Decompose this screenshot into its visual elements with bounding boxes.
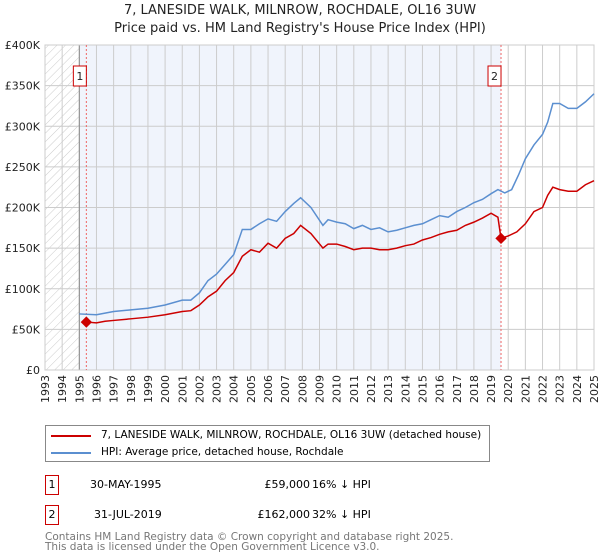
legend-blue-label: HPI: Average price, detached house, Roch…	[101, 446, 344, 458]
x-tick-label: 2007	[279, 375, 292, 403]
x-tick-label: 2022	[537, 375, 550, 403]
x-tick-label: 2004	[228, 375, 241, 403]
y-tick-label: £150K	[5, 242, 41, 255]
x-tick-label: 2016	[434, 375, 447, 403]
sale-2-label-box	[487, 65, 502, 87]
x-tick-label: 2023	[554, 375, 567, 403]
y-tick-label: £400K	[5, 39, 41, 52]
x-tick-label: 2013	[382, 375, 395, 403]
y-tick-label: £50K	[12, 323, 41, 336]
legend-red-swatch	[51, 435, 91, 437]
x-tick-label: 2019	[485, 375, 498, 403]
y-tick-label: £200K	[5, 202, 41, 215]
sale-row-2: 2 31-JUL-2019 £162,000 32% ↓ HPI	[45, 505, 545, 527]
price-paid-line	[86, 180, 595, 324]
sale-price: £59,000	[264, 478, 311, 491]
x-tick-label: 2009	[314, 375, 327, 403]
sale-date: 31-JUL-2019	[94, 508, 162, 521]
x-tick-label: 2018	[468, 375, 481, 403]
x-tick-label: 2021	[519, 375, 532, 403]
x-tick-label: 2017	[451, 375, 464, 403]
footer-line-1: Contains HM Land Registry data © Crown c…	[45, 531, 454, 543]
x-tick-label: 1995	[73, 375, 86, 403]
x-tick-label: 1996	[90, 375, 103, 403]
x-tick-label: 1998	[125, 375, 138, 403]
hpi-line	[79, 93, 595, 316]
x-tick-label: 2001	[176, 375, 189, 403]
sale-row-1: 1 30-MAY-1995 £59,000 16% ↓ HPI	[45, 475, 545, 497]
x-tick-label: 2015	[416, 375, 429, 403]
x-tick-label: 1994	[56, 375, 69, 403]
x-tick-label: 2006	[262, 375, 275, 403]
sale-2-marker	[495, 232, 507, 245]
sale-delta: 32% ↓ HPI	[312, 508, 371, 521]
x-tick-label: 2025	[588, 375, 600, 403]
legend-red-label: 7, LANESIDE WALK, MILNROW, ROCHDALE, OL1…	[101, 429, 482, 441]
x-tick-label: 2005	[245, 375, 258, 403]
sale-2-label: 2	[491, 70, 498, 83]
footer-line-2: This data is licensed under the Open Gov…	[45, 541, 380, 553]
sale-delta: 16% ↓ HPI	[312, 478, 371, 491]
x-tick-label: 2014	[399, 375, 412, 403]
sale-marker-box: 1	[45, 475, 59, 495]
y-tick-label: £300K	[5, 120, 41, 133]
sale-date: 30-MAY-1995	[90, 478, 162, 491]
plot-border	[44, 44, 595, 371]
chart-title: 7, LANESIDE WALK, MILNROW, ROCHDALE, OL1…	[123, 3, 477, 18]
x-tick-label: 2008	[296, 375, 309, 403]
y-tick-label: £100K	[5, 283, 41, 296]
x-tick-label: 1993	[39, 375, 52, 403]
y-tick-label: £0	[26, 364, 40, 377]
x-tick-label: 2000	[159, 375, 172, 403]
x-tick-label: 2003	[211, 375, 224, 403]
legend-blue-swatch	[51, 452, 91, 454]
y-tick-label: £250K	[5, 161, 41, 174]
chart-subtitle: Price paid vs. HM Land Registry's House …	[114, 21, 486, 36]
x-tick-label: 2012	[365, 375, 378, 403]
sale-1-label: 1	[76, 70, 83, 83]
legend: 7, LANESIDE WALK, MILNROW, ROCHDALE, OL1…	[45, 425, 490, 462]
x-tick-label: 2011	[348, 375, 361, 403]
x-tick-label: 2024	[571, 375, 584, 403]
price-chart: 1993 1994 1995 1996 1997 1998 1999 2000 2001 2002…	[5, 39, 600, 403]
sale-1-label-box	[72, 65, 87, 87]
x-tick-label: 1997	[108, 375, 121, 403]
x-tick-label: 1999	[142, 375, 155, 403]
sale-price: £162,000	[257, 508, 311, 521]
sale-marker-box: 2	[45, 505, 59, 525]
x-tick-label: 2010	[331, 375, 344, 403]
x-tick-label: 2002	[193, 375, 206, 403]
x-tick-label: 2020	[502, 375, 515, 403]
y-tick-label: £350K	[5, 80, 41, 93]
